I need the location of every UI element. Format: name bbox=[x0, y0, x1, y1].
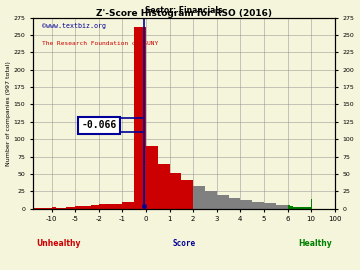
Text: ©www.textbiz.org: ©www.textbiz.org bbox=[42, 23, 106, 29]
Bar bbox=[170, 173, 181, 209]
Bar bbox=[229, 198, 240, 209]
Bar bbox=[144, 27, 145, 209]
Bar bbox=[296, 207, 299, 209]
Bar bbox=[134, 27, 146, 209]
Bar bbox=[240, 200, 252, 209]
Bar bbox=[158, 164, 170, 209]
Bar bbox=[193, 186, 205, 209]
Bar bbox=[52, 207, 57, 209]
Text: The Research Foundation of SUNY: The Research Foundation of SUNY bbox=[42, 40, 158, 46]
Bar bbox=[47, 208, 52, 209]
Bar bbox=[205, 191, 217, 209]
Bar bbox=[264, 203, 276, 209]
Bar bbox=[57, 208, 61, 209]
Bar bbox=[181, 180, 193, 209]
Bar bbox=[37, 208, 42, 209]
Text: Score: Score bbox=[172, 239, 195, 248]
Bar bbox=[122, 202, 134, 209]
Bar bbox=[299, 207, 302, 209]
Bar bbox=[252, 202, 264, 209]
Bar bbox=[305, 207, 308, 209]
Bar bbox=[61, 208, 66, 209]
Bar bbox=[42, 208, 47, 209]
Text: Healthy: Healthy bbox=[298, 239, 332, 248]
Text: -0.066: -0.066 bbox=[81, 120, 117, 130]
Bar bbox=[291, 206, 293, 209]
Bar bbox=[217, 195, 229, 209]
Title: Z'-Score Histogram for RSO (2016): Z'-Score Histogram for RSO (2016) bbox=[96, 9, 272, 18]
Bar bbox=[83, 206, 91, 209]
Bar bbox=[33, 208, 37, 209]
Bar bbox=[75, 206, 83, 209]
Bar bbox=[288, 205, 291, 209]
Bar bbox=[146, 146, 158, 209]
Bar bbox=[308, 207, 311, 209]
Bar bbox=[302, 207, 305, 209]
Text: Sector: Financials: Sector: Financials bbox=[145, 6, 222, 15]
Bar bbox=[276, 204, 288, 209]
Text: Unhealthy: Unhealthy bbox=[36, 239, 80, 248]
Bar bbox=[99, 204, 122, 209]
Bar bbox=[91, 205, 99, 209]
Bar bbox=[293, 207, 296, 209]
Y-axis label: Number of companies (997 total): Number of companies (997 total) bbox=[5, 61, 10, 166]
Bar bbox=[71, 207, 75, 209]
Bar bbox=[66, 207, 71, 209]
